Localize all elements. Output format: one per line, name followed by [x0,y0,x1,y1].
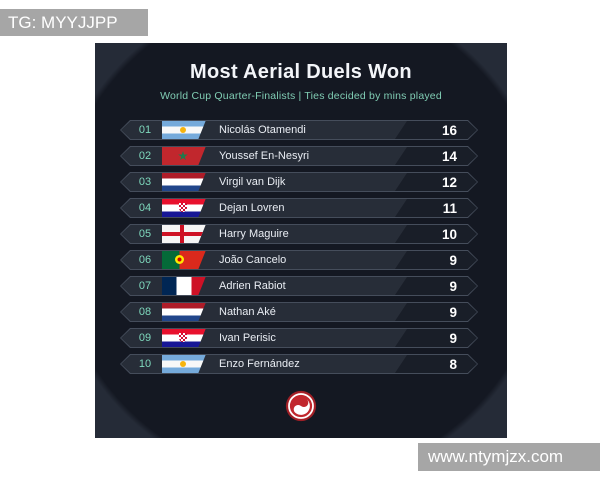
country-flag-icon [162,224,206,244]
player-name: Nicolás Otamendi [219,124,306,136]
flag-emblem [180,361,186,367]
row-body: 05 Harry Maguire 10 [121,225,477,243]
value-label: 14 [441,148,457,164]
website-watermark-text: www.ntymjzx.com [428,447,564,466]
telegram-watermark-text: TG: MYYJJPP [8,12,118,32]
rank-label: 01 [138,124,152,136]
country-flag-icon [162,354,206,374]
country-flag-icon [162,198,206,218]
rank-label: 08 [138,306,152,318]
rank-label: 09 [138,332,152,344]
table-row: 09 Ivan Perisic 9 [120,328,478,348]
table-row: 10 Enzo Fernández 8 [120,354,478,374]
value-block: 10 [395,225,477,243]
country-flag-icon [162,120,206,140]
row-body: 07 Adrien Rabiot 9 [121,277,477,295]
rank-label: 02 [138,150,152,162]
value-label: 9 [449,278,457,294]
player-name: Enzo Fernández [219,358,300,370]
page-subtitle: World Cup Quarter-Finalists | Ties decid… [160,90,442,102]
value-block: 11 [395,199,477,217]
player-name: Adrien Rabiot [219,280,286,292]
value-block: 16 [395,121,477,139]
value-label: 9 [449,252,457,268]
telegram-watermark: TG: MYYJJPP [0,9,148,36]
rank-label: 03 [138,176,152,188]
value-block: 9 [395,251,477,269]
value-label: 16 [441,122,457,138]
rank-label: 04 [138,202,152,214]
rank-label: 05 [138,228,152,240]
player-name: Harry Maguire [219,228,289,240]
ranking-list: 01 Nicolás Otamendi 16 02 Youssef En-Nes… [120,120,478,380]
table-row: 03 Virgil van Dijk 12 [120,172,478,192]
player-name: Ivan Perisic [219,332,276,344]
flag-emblem [175,255,184,264]
country-flag-icon [162,328,206,348]
infographic-card: Most Aerial Duels Won World Cup Quarter-… [95,43,507,438]
table-row: 04 Dejan Lovren 11 [120,198,478,218]
table-row: 07 Adrien Rabiot 9 [120,276,478,296]
row-body: 01 Nicolás Otamendi 16 [121,121,477,139]
flag-emblem [180,127,186,133]
row-body: 03 Virgil van Dijk 12 [121,173,477,191]
table-row: 02 Youssef En-Nesyri 14 [120,146,478,166]
table-row: 01 Nicolás Otamendi 16 [120,120,478,140]
row-body: 06 João Cancelo 9 [121,251,477,269]
player-name: João Cancelo [219,254,287,266]
value-label: 8 [449,356,457,372]
page-title: Most Aerial Duels Won [190,61,412,83]
stats-provider-logo-icon [285,390,317,422]
player-name: Virgil van Dijk [219,176,286,188]
table-row: 05 Harry Maguire 10 [120,224,478,244]
row-body: 10 Enzo Fernández 8 [121,355,477,373]
country-flag-icon [162,172,206,192]
value-label: 9 [449,304,457,320]
rank-label: 07 [138,280,152,292]
value-block: 8 [395,355,477,373]
table-row: 08 Nathan Aké 9 [120,302,478,322]
country-flag-icon [162,250,206,270]
rank-label: 10 [138,358,152,370]
table-row: 06 João Cancelo 9 [120,250,478,270]
value-label: 9 [449,330,457,346]
country-flag-icon [162,276,206,296]
value-label: 12 [441,174,457,190]
flag-emblem [179,203,187,212]
flag-emblem [178,151,188,161]
value-block: 9 [395,277,477,295]
website-watermark: www.ntymjzx.com [418,443,600,471]
rank-label: 06 [138,254,152,266]
value-block: 12 [395,173,477,191]
row-body: 02 Youssef En-Nesyri 14 [121,147,477,165]
value-label: 10 [441,226,457,242]
flag-emblem [179,333,187,342]
value-label: 11 [442,200,457,216]
row-body: 08 Nathan Aké 9 [121,303,477,321]
player-name: Youssef En-Nesyri [219,150,310,162]
row-body: 04 Dejan Lovren 11 [121,199,477,217]
country-flag-icon [162,302,206,322]
player-name: Dejan Lovren [219,202,285,214]
value-block: 9 [395,303,477,321]
player-name: Nathan Aké [219,306,276,318]
row-body: 09 Ivan Perisic 9 [121,329,477,347]
country-flag-icon [162,146,206,166]
value-block: 9 [395,329,477,347]
value-block: 14 [395,147,477,165]
